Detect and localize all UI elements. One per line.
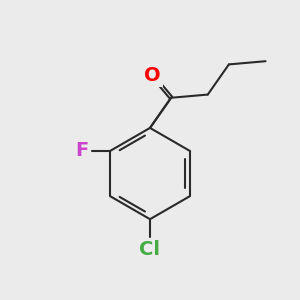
Text: Cl: Cl — [140, 240, 160, 259]
Text: O: O — [144, 66, 160, 85]
Text: F: F — [75, 141, 88, 160]
